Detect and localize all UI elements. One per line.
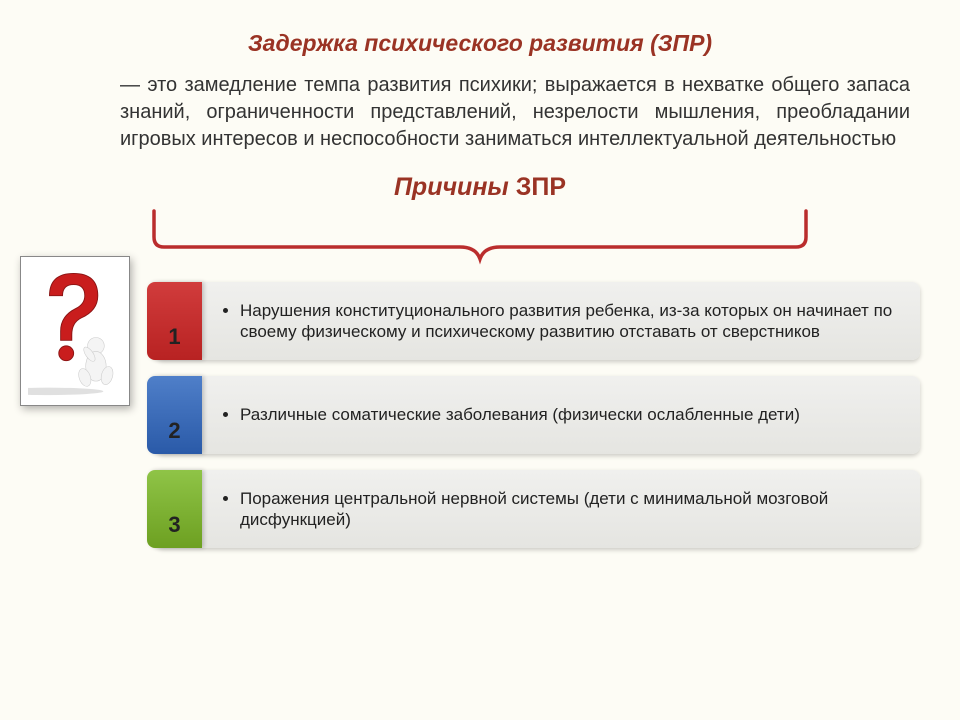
causes-list: 1 Нарушения конституционального развития …	[155, 282, 920, 548]
cause-body: Различные соматические заболевания (физи…	[202, 376, 920, 454]
cause-number: 3	[168, 512, 180, 538]
subtitle-rest: ЗПР	[509, 173, 566, 201]
cause-item-3: 3 Поражения центральной нервной системы (…	[155, 470, 920, 548]
cause-text: Различные соматические заболевания (физи…	[240, 404, 800, 425]
cause-item-2: 2 Различные соматические заболевания (физ…	[155, 376, 920, 454]
cause-number: 2	[168, 418, 180, 444]
cause-number-tab: 1	[147, 282, 202, 360]
page-title: Задержка психического развития (ЗПР)	[0, 0, 960, 72]
question-figure-icon	[20, 256, 130, 406]
cause-text: Нарушения конституционального развития р…	[240, 300, 902, 343]
cause-body: Поражения центральной нервной системы (д…	[202, 470, 920, 548]
cause-text: Поражения центральной нервной системы (д…	[240, 488, 902, 531]
causes-subtitle: Причины ЗПР	[0, 173, 960, 202]
cause-body: Нарушения конституционального развития р…	[202, 282, 920, 360]
cause-item-1: 1 Нарушения конституционального развития …	[155, 282, 920, 360]
subtitle-italic: Причины	[394, 173, 509, 201]
bracket-decorator	[150, 207, 810, 262]
cause-number-tab: 3	[147, 470, 202, 548]
cause-number-tab: 2	[147, 376, 202, 454]
definition-text: — это замедление темпа развития психики;…	[0, 72, 960, 173]
cause-number: 1	[168, 324, 180, 350]
